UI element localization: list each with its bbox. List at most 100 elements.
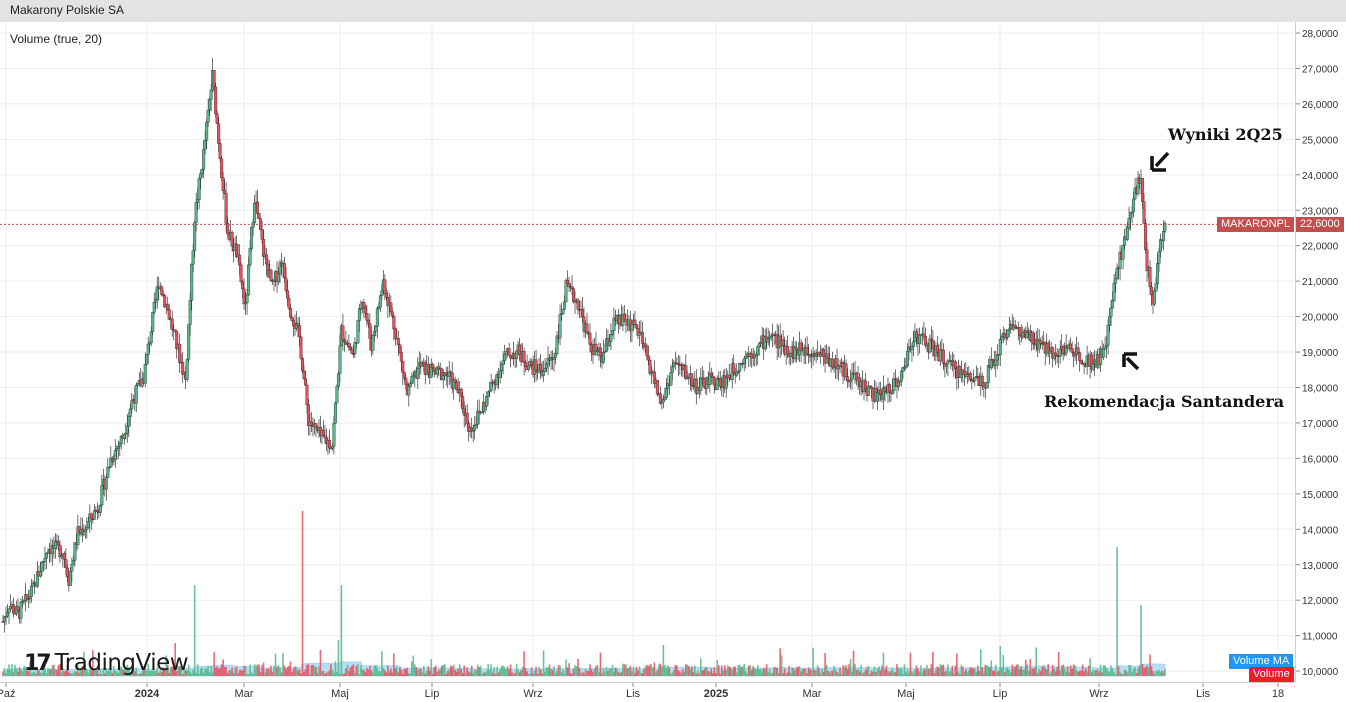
candle-body xyxy=(831,358,835,368)
time-axis[interactable]: Paź 2024 Mar Maj Lip Wrz Lis 2025 Mar Maj Lip Wrz Li… xyxy=(0,682,1295,702)
volume-bar xyxy=(92,650,94,676)
candle-body xyxy=(1073,354,1077,357)
volume-bar xyxy=(587,671,590,676)
candle xyxy=(1013,320,1017,329)
volume-bar xyxy=(628,667,630,676)
candle-body xyxy=(368,323,372,339)
volume-bar xyxy=(1132,668,1135,676)
volume-bar xyxy=(12,672,15,676)
candle-body xyxy=(498,370,502,378)
candle-body xyxy=(31,583,35,587)
volume-bar xyxy=(560,672,563,676)
volume-bar xyxy=(268,669,271,676)
volume-bar xyxy=(759,668,762,676)
volume-bar xyxy=(114,670,117,676)
volume-bar xyxy=(566,667,569,676)
chart-pane[interactable] xyxy=(0,22,1295,682)
volume-bar xyxy=(316,672,319,676)
candle xyxy=(1058,339,1062,364)
volume-bar xyxy=(833,665,835,676)
volume-bar xyxy=(1128,664,1130,676)
volume-indicator-label[interactable]: Volume (true, 20) xyxy=(10,32,103,46)
candle xyxy=(253,195,257,226)
volume-bar xyxy=(873,666,876,676)
volume-bar xyxy=(21,671,24,676)
volume-bar xyxy=(391,672,394,676)
price-tick-label: 12,0000 xyxy=(1302,596,1339,607)
volume-bar xyxy=(1041,666,1044,676)
candle xyxy=(220,156,224,182)
candle-body xyxy=(56,541,60,546)
candle-body xyxy=(127,416,131,427)
volume-bar xyxy=(738,664,741,676)
candle xyxy=(694,369,698,405)
volume-bar xyxy=(1071,668,1073,676)
volume-bar xyxy=(858,671,861,676)
volume-bar xyxy=(816,665,819,676)
volume-bar xyxy=(1080,670,1082,676)
volume-bar xyxy=(556,670,558,676)
volume-bar xyxy=(514,672,516,676)
volume-bar xyxy=(896,664,898,676)
volume-bar xyxy=(857,668,859,676)
volume-bar xyxy=(897,667,900,676)
volume-bar xyxy=(1002,655,1005,676)
volume-bar xyxy=(42,669,45,676)
volume-bar xyxy=(226,672,229,676)
tradingview-logo[interactable]: 17 TradingView xyxy=(24,650,189,676)
volume-bar xyxy=(550,669,552,676)
volume-bar xyxy=(304,669,307,676)
volume-bar xyxy=(554,673,557,676)
price-axis[interactable]: 28,0000 27,0000 26,0000 25,0000 24,0000 23,00… xyxy=(1295,22,1346,682)
volume-bar xyxy=(431,673,434,676)
volume-bar xyxy=(707,671,710,676)
volume-bar xyxy=(11,664,13,676)
volume-bar xyxy=(586,670,588,676)
volume-bar xyxy=(53,664,55,676)
volume-bar xyxy=(372,672,374,676)
volume-bar xyxy=(66,665,69,676)
candle-body xyxy=(64,559,68,569)
candle-body xyxy=(235,243,239,257)
volume-bar xyxy=(866,667,868,676)
volume-bar xyxy=(1129,665,1132,676)
candle-body xyxy=(262,239,266,257)
volume-bar xyxy=(1084,668,1087,676)
volume-bar xyxy=(29,661,31,676)
volume-bar xyxy=(232,673,235,676)
price-chart[interactable] xyxy=(0,22,1295,682)
price-tick-label: 18,0000 xyxy=(1302,384,1339,395)
candle-body xyxy=(904,365,908,368)
volume-bar xyxy=(682,668,684,676)
volume-bar xyxy=(147,664,150,676)
price-tick-label: 17,0000 xyxy=(1302,419,1339,430)
volume-bar xyxy=(924,669,927,676)
volume-bar xyxy=(273,665,275,676)
volume-bar xyxy=(1042,665,1045,676)
candle-body xyxy=(287,298,291,309)
volume-bar xyxy=(151,670,154,676)
volume-bar xyxy=(48,668,51,676)
volume-bar xyxy=(1024,659,1027,676)
candle xyxy=(730,358,734,389)
candle-body xyxy=(221,177,225,191)
volume-bar xyxy=(692,672,695,676)
candle-body xyxy=(1058,348,1062,357)
candle xyxy=(353,337,357,358)
candle xyxy=(576,298,580,315)
candle-body xyxy=(71,560,75,565)
time-tick-label: Maj xyxy=(897,688,915,700)
candle-body xyxy=(455,381,459,391)
candle-body xyxy=(251,222,255,228)
candle-body xyxy=(890,390,894,394)
volume-bar xyxy=(812,647,814,676)
volume-bar xyxy=(846,669,849,676)
volume-bar xyxy=(1038,669,1041,676)
volume-bar xyxy=(258,664,260,676)
volume-bar xyxy=(303,672,305,676)
volume-bar xyxy=(905,672,907,676)
candle-body xyxy=(62,553,66,560)
volume-bar xyxy=(1026,664,1029,676)
volume-bar xyxy=(148,671,151,676)
candle-body xyxy=(899,371,903,382)
